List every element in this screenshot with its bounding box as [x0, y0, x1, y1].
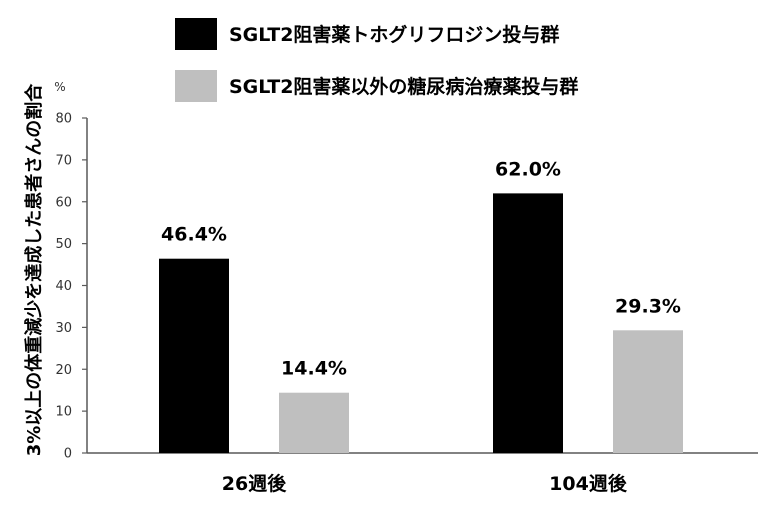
data-label-1-1: 46.4%: [161, 224, 227, 246]
y-tick-label: 0: [64, 447, 72, 462]
category-label-2: 104週後: [549, 472, 628, 495]
bar-2-1: [279, 392, 349, 453]
data-label-2-1: 14.4%: [281, 358, 347, 380]
y-tick-label: 50: [55, 237, 72, 252]
y-ticks: 0 10 20 30 40 50 60 70 80: [55, 112, 87, 462]
y-axis-label: 3%以上の体重減少を達成した患者さんの割合: [23, 83, 45, 457]
data-labels: 46.4% 14.4% 62.0% 29.3%: [161, 158, 681, 379]
y-tick-label: 40: [55, 279, 72, 294]
category-label-1: 26週後: [222, 472, 287, 495]
category-labels: 26週後 104週後: [222, 472, 628, 495]
legend-label-series-1: SGLT2阻害薬トホグリフロジン投与群: [229, 23, 559, 46]
y-tick-label: 10: [55, 405, 72, 420]
legend-label-series-2: SGLT2阻害薬以外の糖尿病治療薬投与群: [229, 75, 578, 98]
y-tick-label: 80: [55, 112, 72, 127]
y-tick-label: 20: [55, 363, 72, 378]
y-unit-label: %: [54, 80, 65, 94]
data-label-1-2: 62.0%: [495, 158, 561, 180]
y-tick-label: 60: [55, 195, 72, 210]
legend: SGLT2阻害薬トホグリフロジン投与群 SGLT2阻害薬以外の糖尿病治療薬投与群: [175, 18, 578, 102]
data-label-2-2: 29.3%: [615, 295, 681, 317]
bar-1-1: [159, 258, 229, 453]
bar-1-2: [493, 193, 563, 453]
y-tick-label: 30: [55, 321, 72, 336]
bar-2-2: [613, 330, 683, 453]
legend-swatch-series-2: [175, 70, 217, 102]
bars: [159, 193, 683, 453]
y-tick-label: 70: [55, 153, 72, 168]
legend-swatch-series-1: [175, 18, 217, 50]
